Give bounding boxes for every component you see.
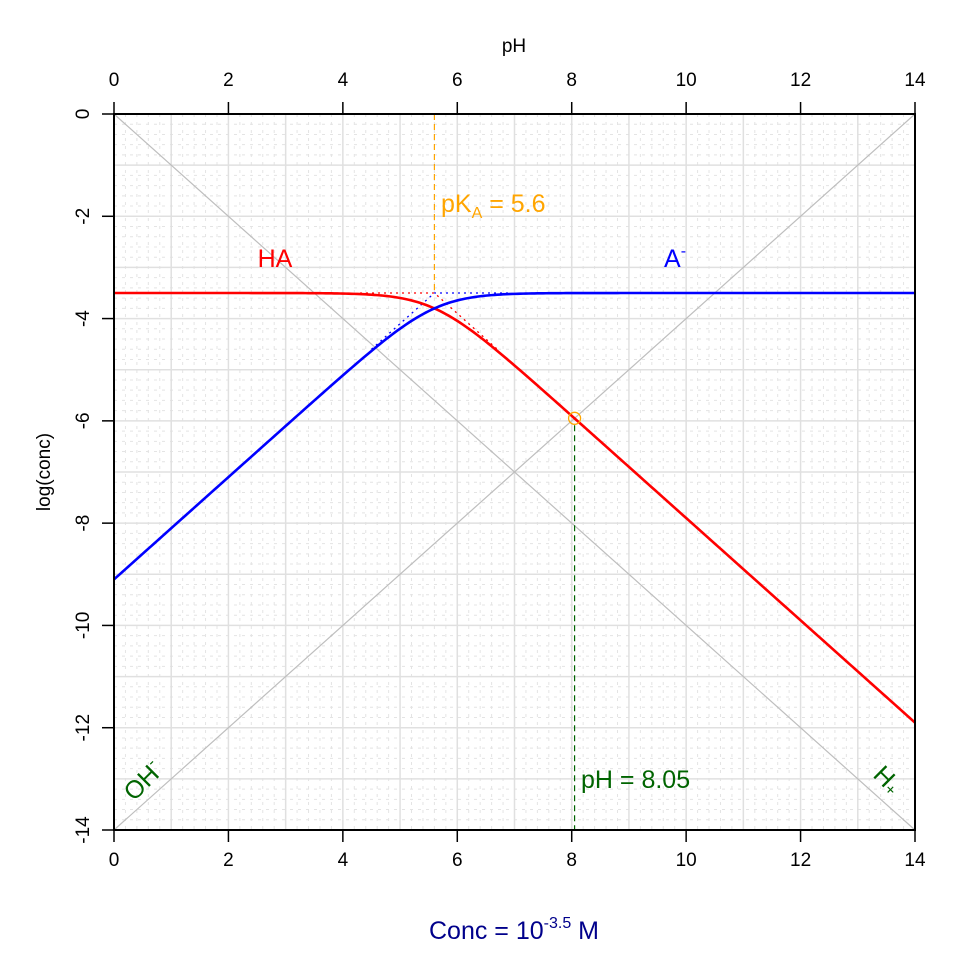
x-tick-label-bottom: 14 — [904, 850, 926, 871]
ph-label: pH = 8.05 — [581, 766, 690, 794]
x-tick-label-bottom: 8 — [566, 850, 577, 871]
a-minus-curve — [113, 291, 915, 581]
y-tick-label: 0 — [73, 109, 94, 120]
x-axis-label: Conc = 10-3.5 M — [429, 915, 599, 945]
x-tick-label-bottom: 10 — [676, 850, 697, 871]
pka-label: pKA = 5.6 — [441, 190, 546, 222]
x-tick-label-top: 8 — [566, 70, 577, 91]
x-tick-label-bottom: 4 — [338, 850, 349, 871]
equivalence-point — [567, 411, 582, 425]
axes: 0 0 2 2 4 4 6 6 8 8 10 10 12 12 14 14 0 -2 -4 -6 -8 -10 -12 -14 — [73, 70, 926, 871]
y-tick-label: -10 — [73, 612, 94, 639]
x-tick-label-bottom: 12 — [790, 850, 811, 871]
plot-frame — [113, 113, 916, 831]
x-tick-label-bottom: 0 — [109, 850, 120, 871]
y-tick-label: -12 — [73, 714, 94, 741]
ha-label: HA — [258, 245, 293, 273]
x-tick-label-top: 10 — [676, 70, 697, 91]
x-tick-label-top: 12 — [790, 70, 811, 91]
a-minus-asymptote — [371, 292, 509, 350]
x-tick-label-bottom: 6 — [452, 850, 463, 871]
y-tick-label: -6 — [73, 412, 94, 429]
y-tick-label: -2 — [73, 208, 94, 225]
x-tick-label-top: 6 — [452, 70, 463, 91]
x-tick-label-top: 14 — [904, 70, 926, 91]
x-tick-label-bottom: 2 — [223, 850, 234, 871]
y-axis-label: log(conc) — [34, 433, 55, 511]
lines — [113, 113, 916, 831]
x-tick-label-top: 0 — [109, 70, 120, 91]
y-tick-label: -8 — [73, 515, 94, 532]
ha-curve — [114, 291, 916, 724]
ha-asymptote — [360, 292, 498, 350]
y-tick-label: -4 — [73, 310, 94, 327]
x-tick-label-top: 2 — [223, 70, 234, 91]
grid — [113, 113, 916, 831]
y-tick-label: -14 — [73, 816, 94, 844]
x-tick-label-top: 4 — [338, 70, 349, 91]
top-axis-label: pH — [502, 36, 526, 57]
a-minus-label: A- — [664, 243, 686, 273]
oh-minus-label: OH- — [117, 755, 168, 806]
oh-minus-line — [113, 113, 916, 831]
